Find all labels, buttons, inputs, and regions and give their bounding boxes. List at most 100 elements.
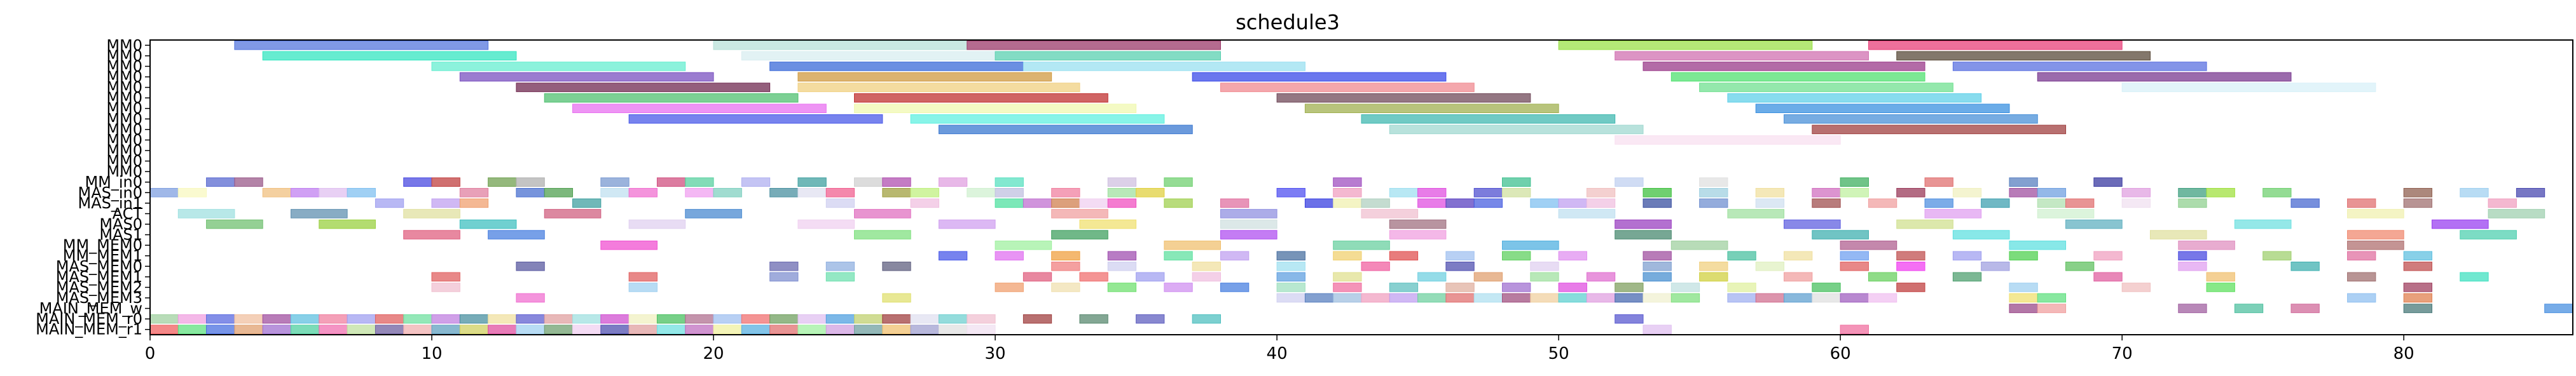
- task-bar: [628, 283, 658, 292]
- y-axis: MM0MM0MM0MM0MM0MM0MM0MM0MM0MM0MM0MM0MM0M…: [36, 36, 150, 339]
- y-tick-label: MM0: [106, 79, 142, 97]
- task-bar: [1727, 209, 1785, 218]
- task-bar: [1023, 62, 1305, 71]
- task-bar: [854, 230, 911, 239]
- task-bar: [1107, 177, 1137, 187]
- task-bar: [910, 114, 1165, 124]
- y-tick-label: MM0: [106, 47, 142, 65]
- task-bar: [1586, 272, 1616, 282]
- task-bar: [685, 325, 714, 335]
- task-bar: [2431, 219, 2489, 229]
- task-bar: [967, 187, 996, 198]
- task-bar: [1389, 293, 1419, 303]
- task-bar: [1051, 187, 1080, 198]
- y-tick-label: MAIN_MEM_w: [39, 300, 142, 318]
- task-bar: [1079, 198, 1108, 208]
- task-bar: [1164, 198, 1193, 208]
- task-bar: [1333, 198, 1362, 208]
- task-bar: [1445, 261, 1475, 271]
- task-bar: [2263, 251, 2292, 261]
- task-bar: [1502, 283, 1531, 292]
- task-bar: [544, 325, 574, 335]
- task-bar: [403, 230, 460, 239]
- task-bar: [1304, 198, 1334, 208]
- task-bar: [600, 177, 630, 187]
- task-bar: [1840, 261, 1869, 271]
- task-bar: [1812, 198, 1841, 208]
- task-bar: [149, 325, 179, 335]
- task-bar: [544, 209, 602, 218]
- task-bar: [431, 283, 460, 292]
- task-bar: [656, 325, 686, 335]
- task-bar: [1051, 198, 1080, 208]
- task-bar: [2460, 230, 2517, 239]
- task-bar: [1558, 293, 1587, 303]
- task-bar: [1361, 198, 1390, 208]
- task-bar: [488, 325, 517, 335]
- task-bar: [1727, 283, 1756, 292]
- task-bar: [375, 325, 404, 335]
- task-bar: [2178, 304, 2207, 313]
- task-bar: [769, 62, 1024, 71]
- task-bar: [375, 198, 404, 208]
- task-bar: [713, 187, 742, 198]
- task-bar: [1051, 261, 1080, 271]
- task-bar: [2347, 293, 2376, 303]
- task-bar: [685, 177, 714, 187]
- task-bar: [1333, 272, 1362, 282]
- task-bar: [1502, 187, 1531, 198]
- task-bar: [1615, 314, 1644, 324]
- task-bar: [1670, 72, 1925, 82]
- task-bar: [882, 187, 911, 198]
- task-bar: [628, 187, 658, 198]
- task-bar: [2009, 251, 2038, 261]
- task-bar: [1445, 198, 1475, 208]
- task-bar: [1051, 251, 1080, 261]
- task-bar: [1107, 251, 1137, 261]
- task-bar: [1417, 272, 1447, 282]
- task-bar: [628, 325, 658, 335]
- y-tick-label: MM0: [106, 36, 142, 54]
- task-bar: [2403, 304, 2432, 313]
- task-bar: [1220, 230, 1278, 239]
- task-bar: [1699, 187, 1728, 198]
- task-bar: [1389, 251, 1419, 261]
- task-bar: [656, 177, 686, 187]
- task-bar: [149, 314, 179, 324]
- task-bar: [2178, 251, 2207, 261]
- task-bar: [854, 325, 883, 335]
- task-bar: [1023, 314, 1052, 324]
- task-bar: [1389, 124, 1644, 135]
- task-bar: [995, 198, 1024, 208]
- task-bar: [2290, 198, 2320, 208]
- task-bar: [685, 314, 714, 324]
- task-bar: [2206, 283, 2235, 292]
- x-tick-label: 30: [985, 344, 1006, 363]
- task-bar: [1615, 219, 1672, 229]
- y-tick-label: MM0: [106, 89, 142, 107]
- task-bar: [1164, 283, 1193, 292]
- task-bar: [1840, 251, 1869, 261]
- task-bar: [2290, 304, 2320, 313]
- task-bar: [1136, 272, 1165, 282]
- task-bar: [459, 219, 517, 229]
- plot-frame: [149, 39, 2573, 335]
- task-bar: [769, 187, 799, 198]
- task-bar: [995, 177, 1024, 187]
- task-bar: [1333, 251, 1362, 261]
- task-bar: [1643, 62, 1925, 71]
- task-bar: [403, 325, 432, 335]
- task-bar: [1615, 283, 1644, 292]
- task-bar: [1727, 93, 1982, 103]
- task-bar: [1445, 251, 1475, 261]
- task-bar: [544, 93, 799, 103]
- task-bar: [910, 314, 939, 324]
- task-bar: [262, 51, 517, 61]
- task-bar: [1220, 219, 1278, 229]
- task-bar: [1755, 261, 1785, 271]
- y-tick-label: MM_in0: [85, 173, 142, 191]
- task-bar: [1136, 187, 1165, 198]
- task-bar: [1643, 198, 1672, 208]
- task-bar: [431, 177, 460, 187]
